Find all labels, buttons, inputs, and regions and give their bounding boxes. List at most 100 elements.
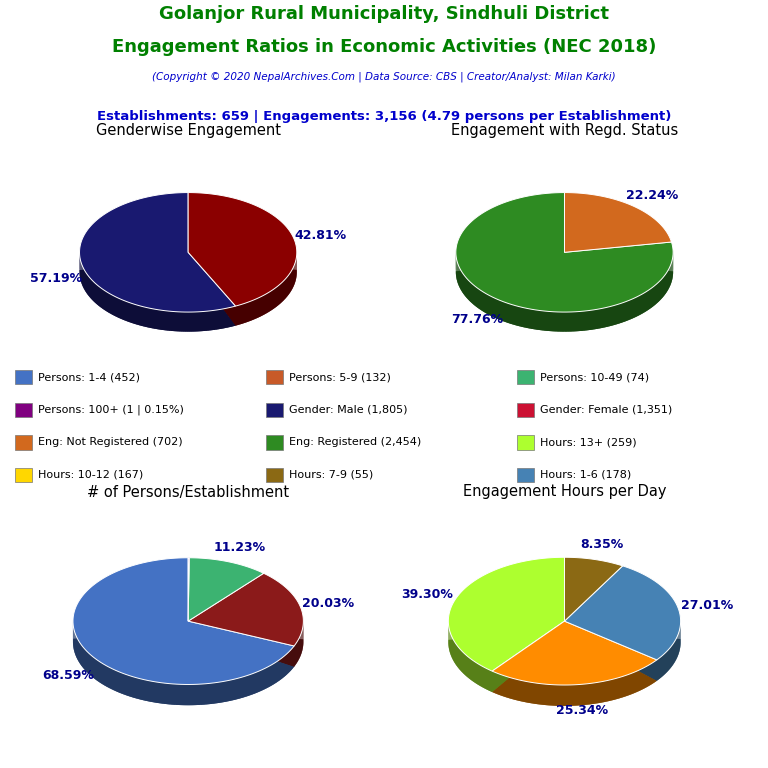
Polygon shape [628,674,629,695]
Polygon shape [540,684,541,704]
Polygon shape [245,676,247,697]
Polygon shape [94,282,95,303]
Polygon shape [257,298,258,318]
Polygon shape [246,303,247,323]
Polygon shape [129,303,131,323]
Polygon shape [151,681,154,702]
Polygon shape [591,310,594,329]
Polygon shape [594,683,596,703]
Polygon shape [544,311,546,331]
Polygon shape [96,284,98,305]
Polygon shape [99,661,101,683]
FancyBboxPatch shape [15,370,31,385]
Polygon shape [663,276,664,297]
Polygon shape [605,680,606,702]
Polygon shape [508,677,509,698]
Polygon shape [200,684,203,705]
Polygon shape [568,312,570,332]
Polygon shape [256,672,258,694]
Polygon shape [109,667,111,689]
Polygon shape [287,652,289,674]
Polygon shape [118,298,119,318]
Polygon shape [283,656,285,677]
Polygon shape [584,684,586,705]
Polygon shape [161,683,164,703]
Polygon shape [516,679,517,700]
Polygon shape [277,286,278,306]
Polygon shape [108,293,109,313]
Polygon shape [264,294,265,315]
FancyBboxPatch shape [15,468,31,482]
Polygon shape [546,684,547,705]
Polygon shape [551,312,554,331]
Polygon shape [252,674,253,695]
Polygon shape [240,305,241,325]
Polygon shape [198,684,200,705]
Polygon shape [173,684,176,705]
Polygon shape [563,685,564,706]
Polygon shape [93,657,94,678]
Polygon shape [488,295,490,315]
Polygon shape [599,682,600,703]
Polygon shape [664,275,665,296]
Polygon shape [604,681,605,702]
Polygon shape [667,270,668,290]
Polygon shape [91,280,92,300]
Polygon shape [578,311,581,331]
Text: Hours: 13+ (259): Hours: 13+ (259) [540,437,636,447]
Polygon shape [117,670,118,692]
Polygon shape [168,684,170,704]
Polygon shape [660,279,661,300]
Polygon shape [484,667,485,688]
Polygon shape [582,684,583,705]
Polygon shape [148,308,150,328]
Polygon shape [250,301,252,321]
Polygon shape [552,684,553,706]
Polygon shape [603,681,604,703]
Polygon shape [204,311,206,331]
Polygon shape [143,306,144,326]
Polygon shape [629,300,631,319]
Polygon shape [190,312,192,332]
Polygon shape [610,680,611,701]
Polygon shape [575,312,578,331]
Polygon shape [253,673,256,694]
FancyBboxPatch shape [15,402,31,417]
Text: 68.59%: 68.59% [42,669,94,682]
Polygon shape [624,676,625,697]
Polygon shape [228,307,230,327]
Polygon shape [572,685,573,706]
Polygon shape [114,670,117,691]
Polygon shape [474,286,475,306]
Polygon shape [568,685,569,706]
Polygon shape [553,685,554,706]
Polygon shape [105,291,107,311]
Polygon shape [482,667,484,688]
Polygon shape [557,685,558,706]
FancyBboxPatch shape [517,468,534,482]
Polygon shape [272,290,273,310]
Polygon shape [113,669,114,690]
Polygon shape [114,296,115,316]
Polygon shape [538,310,541,330]
Polygon shape [85,650,86,671]
Polygon shape [280,283,281,304]
Polygon shape [227,308,228,328]
Polygon shape [83,647,84,669]
Polygon shape [464,275,465,296]
Polygon shape [170,311,173,331]
Polygon shape [528,309,531,329]
Polygon shape [578,684,579,706]
Polygon shape [154,681,156,703]
Polygon shape [276,286,277,306]
Polygon shape [611,680,612,700]
Polygon shape [594,310,596,329]
Polygon shape [545,684,546,705]
Polygon shape [98,286,99,306]
Polygon shape [188,558,189,621]
Polygon shape [107,292,108,312]
Polygon shape [506,677,507,697]
Polygon shape [132,303,134,323]
Polygon shape [475,286,477,307]
Polygon shape [622,677,623,697]
